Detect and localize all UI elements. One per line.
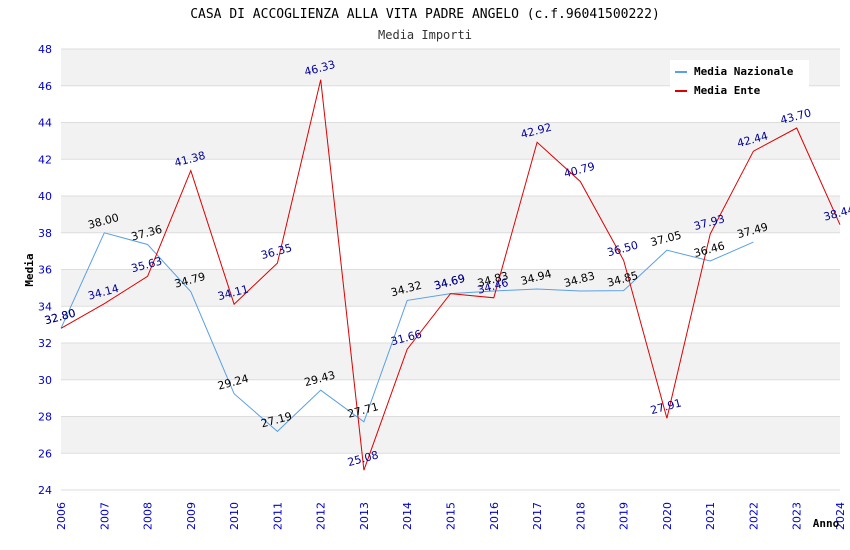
grid-band <box>61 269 840 307</box>
data-label: 36.35 <box>260 241 294 262</box>
x-tick-label: 2011 <box>271 502 284 530</box>
x-tick-label: 2014 <box>401 502 414 530</box>
legend-label: Media Nazionale <box>694 65 794 78</box>
chart-title: CASA DI ACCOGLIENZA ALLA VITA PADRE ANGE… <box>190 7 660 22</box>
y-tick-label: 32 <box>38 337 52 350</box>
y-tick-label: 42 <box>38 153 52 166</box>
y-tick-label: 44 <box>38 117 52 130</box>
series-line-media-ente <box>60 79 841 471</box>
y-tick-label: 40 <box>38 190 52 203</box>
x-axis-ticks: 2006 2007 2008 2009 2010 2011 2012 2013 2014 2015… <box>55 502 847 530</box>
y-axis-label: Media <box>23 253 36 286</box>
data-labels: 32.8038.0037.3634.7929.2427.1929.4327.71… <box>43 58 850 469</box>
grid-band <box>61 196 840 233</box>
grid-band <box>61 122 840 160</box>
legend-label: Media Ente <box>694 84 761 97</box>
y-tick-label: 26 <box>38 447 52 460</box>
x-tick-label: 2009 <box>185 502 198 530</box>
y-tick-label: 24 <box>38 484 52 497</box>
x-tick-label: 2023 <box>791 502 804 530</box>
series-lines <box>60 79 841 471</box>
x-tick-label: 2007 <box>98 502 111 530</box>
y-tick-label: 46 <box>38 80 52 93</box>
x-tick-label: 2019 <box>618 502 631 530</box>
y-axis-ticks: 24 26 28 30 32 34 36 38 40 42 44 46 48 <box>38 43 52 497</box>
x-tick-label: 2010 <box>228 502 241 530</box>
x-tick-label: 2015 <box>445 502 458 530</box>
grid-lines <box>61 48 840 491</box>
x-tick-label: 2016 <box>488 502 501 530</box>
y-tick-label: 30 <box>38 374 52 387</box>
y-tick-label: 48 <box>38 43 52 56</box>
x-axis-label: Anno <box>813 517 840 530</box>
data-label: 40.79 <box>563 160 597 181</box>
series-line-media-nazionale <box>60 232 754 433</box>
grid-bands <box>61 49 840 454</box>
data-label: 36.46 <box>692 239 726 260</box>
grid-band <box>61 343 840 380</box>
x-tick-label: 2008 <box>142 502 155 530</box>
x-tick-label: 2021 <box>704 502 717 530</box>
chart-subtitle: Media Importi <box>378 28 472 42</box>
y-tick-label: 36 <box>38 264 52 277</box>
data-label: 36.50 <box>606 239 640 260</box>
x-tick-label: 2020 <box>661 502 674 530</box>
legend: Media Nazionale Media Ente <box>670 60 809 100</box>
grid-band <box>61 416 840 454</box>
x-tick-label: 2024 <box>834 502 847 530</box>
legend-box <box>670 60 809 100</box>
y-tick-label: 38 <box>38 227 52 240</box>
y-tick-label: 28 <box>38 411 52 424</box>
x-tick-label: 2006 <box>55 502 68 530</box>
x-tick-label: 2022 <box>747 502 760 530</box>
x-tick-label: 2013 <box>358 502 371 530</box>
x-tick-label: 2017 <box>531 502 544 530</box>
x-tick-label: 2012 <box>315 502 328 530</box>
y-tick-label: 34 <box>38 300 52 313</box>
x-tick-label: 2018 <box>574 502 587 530</box>
